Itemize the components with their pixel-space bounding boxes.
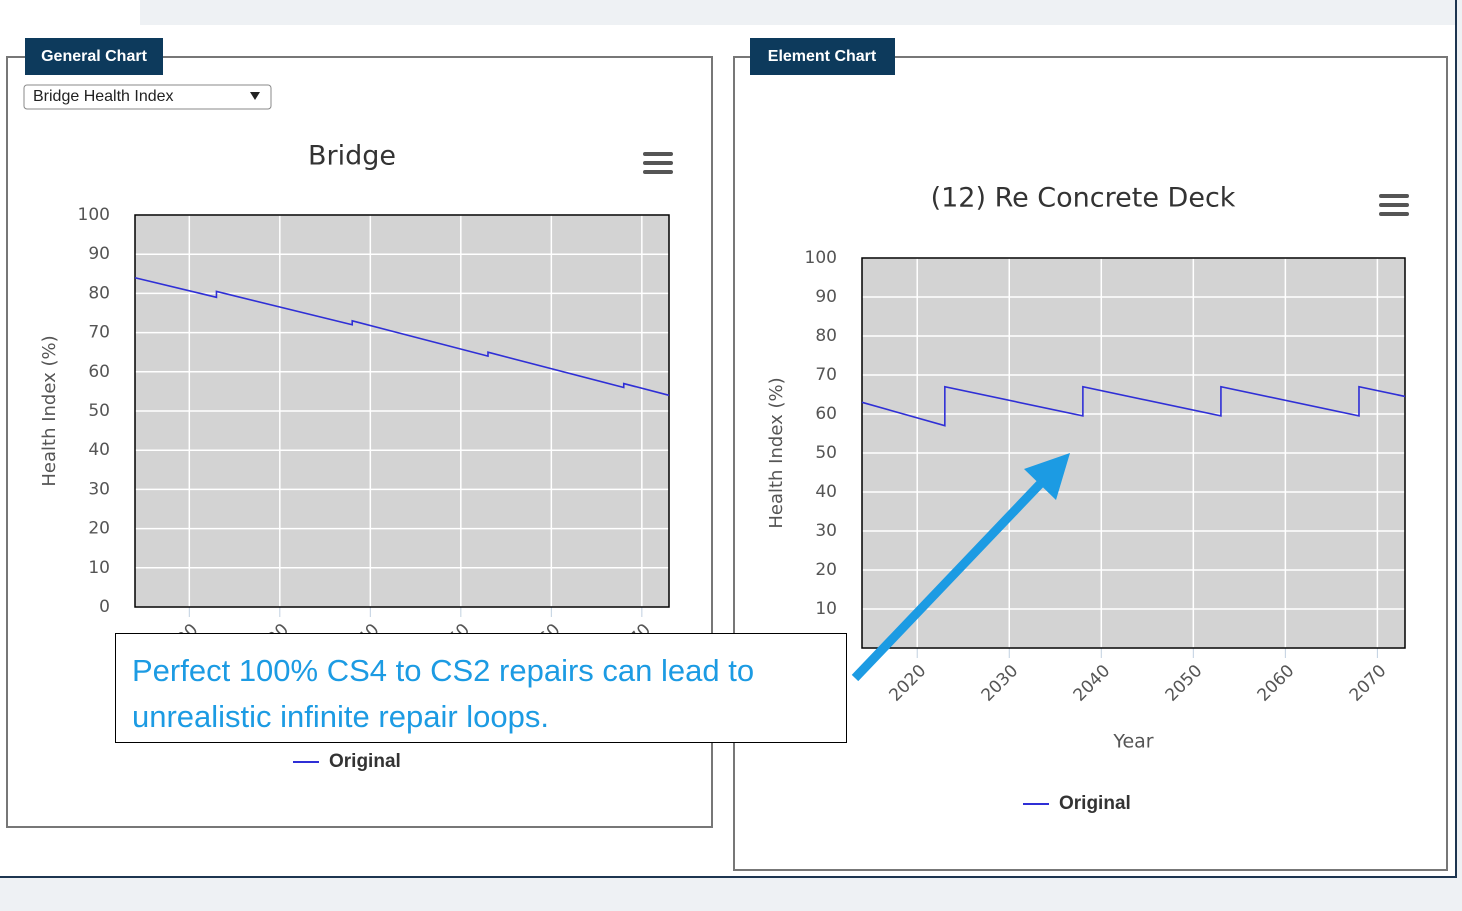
y-tick-label: 70 bbox=[88, 323, 110, 343]
y-tick-label: 50 bbox=[88, 401, 110, 421]
y-tick-label: 40 bbox=[815, 482, 837, 502]
y-tick-label: 0 bbox=[99, 597, 110, 617]
x-axis-label: Year bbox=[1112, 731, 1153, 753]
y-axis-label: Health Index (%) bbox=[766, 377, 787, 528]
dropdown[interactable] bbox=[23, 84, 272, 110]
y-tick-label: 60 bbox=[88, 362, 110, 382]
y-tick-label: 90 bbox=[815, 287, 837, 307]
dropdown-arrow bbox=[250, 92, 260, 100]
panel-label: General Chart bbox=[41, 48, 147, 65]
y-tick-label: 20 bbox=[815, 560, 837, 580]
callout: Perfect 100% CS4 to CS2 repairs can lead… bbox=[115, 633, 847, 743]
y-tick-label: 30 bbox=[815, 521, 837, 541]
y-tick-label: 20 bbox=[88, 519, 110, 539]
plot-border bbox=[134, 214, 670, 608]
series-line bbox=[134, 276, 670, 397]
panel-label: Element Chart bbox=[768, 48, 877, 65]
legend-label: Original bbox=[1059, 793, 1131, 814]
series-line bbox=[861, 385, 1406, 427]
dropdown-value: Bridge Health Index bbox=[33, 88, 174, 105]
y-tick-label: 40 bbox=[88, 440, 110, 460]
y-tick-label: 100 bbox=[78, 205, 110, 225]
tab[interactable] bbox=[0, 0, 140, 25]
y-tick-label: 80 bbox=[815, 326, 837, 346]
chart-title: Bridge bbox=[308, 141, 396, 172]
menu-icon[interactable] bbox=[643, 152, 673, 174]
y-tick-label: 80 bbox=[88, 283, 110, 303]
y-tick-label: 100 bbox=[805, 248, 837, 268]
y-tick-label: 50 bbox=[815, 443, 837, 463]
plot-border bbox=[861, 257, 1406, 649]
chart-title: (12) Re Concrete Deck bbox=[931, 183, 1236, 214]
y-tick-label: 70 bbox=[815, 365, 837, 385]
legend-label: Original bbox=[329, 751, 401, 772]
panel-tab bbox=[750, 38, 895, 75]
y-tick-label: 10 bbox=[88, 558, 110, 578]
y-tick-label: 10 bbox=[815, 599, 837, 619]
panel-tab bbox=[25, 38, 163, 75]
y-axis-label: Health Index (%) bbox=[39, 335, 60, 486]
y-tick-label: 30 bbox=[88, 479, 110, 499]
y-tick-label: 90 bbox=[88, 244, 110, 264]
y-tick-label: 60 bbox=[815, 404, 837, 424]
menu-icon[interactable] bbox=[1379, 194, 1409, 216]
